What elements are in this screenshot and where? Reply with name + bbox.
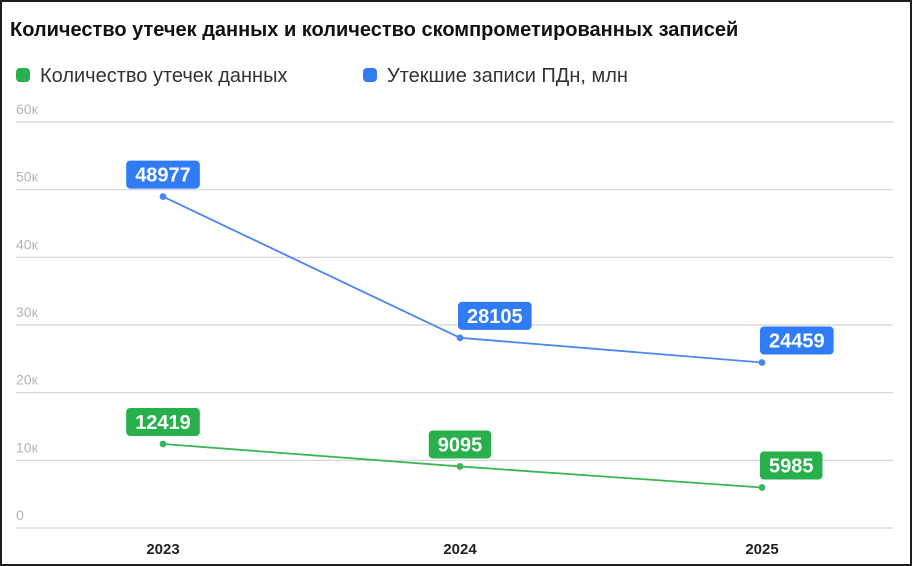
legend-label-records: Утекшие записи ПДн, млн bbox=[387, 65, 628, 87]
data-label-value: 5985 bbox=[769, 456, 814, 478]
data-label-2025: 5985 bbox=[760, 451, 823, 480]
data-point-2024 bbox=[456, 463, 464, 470]
y-tick-label-20к: 20к bbox=[16, 372, 39, 388]
data-label-box bbox=[126, 160, 200, 189]
data-label-box bbox=[126, 407, 200, 436]
series-layer: 12419 9095 5985 48977 28105 24459 bbox=[126, 160, 834, 491]
data-label-box bbox=[760, 326, 834, 355]
grid: 0 10к 20к 30к 40к 50к 60к bbox=[16, 101, 893, 529]
data-label-value: 28105 bbox=[467, 306, 523, 328]
data-label-value: 48977 bbox=[135, 165, 191, 187]
legend: Количество утечек данных Утекшие записи … bbox=[16, 65, 628, 87]
data-label-value: 24459 bbox=[769, 330, 825, 352]
y-tick-label-10к: 10к bbox=[16, 439, 39, 455]
y-tick-label-50к: 50к bbox=[16, 169, 39, 185]
legend-marker-leaks bbox=[16, 68, 30, 82]
data-point-2023 bbox=[159, 440, 167, 448]
data-label-value: 9095 bbox=[438, 434, 483, 456]
data-label-box bbox=[428, 430, 492, 459]
x-tick-label-2025: 2025 bbox=[745, 541, 778, 558]
data-label-2024: 28105 bbox=[458, 301, 532, 330]
y-tick-label-30к: 30к bbox=[16, 304, 39, 320]
y-tick-label-60к: 60к bbox=[16, 101, 39, 117]
y-tick-label-0: 0 bbox=[16, 507, 24, 523]
data-label-box bbox=[760, 451, 823, 480]
y-tick-label-40к: 40к bbox=[16, 236, 39, 252]
data-label-2025: 24459 bbox=[760, 326, 834, 355]
data-label-2023: 48977 bbox=[126, 160, 200, 189]
series-records: 48977 28105 24459 bbox=[126, 160, 834, 366]
chart-title: Количество утечек данных и количество ск… bbox=[10, 19, 738, 41]
data-point-2025 bbox=[758, 359, 766, 366]
data-point-2024 bbox=[456, 334, 464, 342]
data-label-2023: 12419 bbox=[126, 407, 200, 436]
data-point-2025 bbox=[758, 484, 766, 491]
series-leaks: 12419 9095 5985 bbox=[126, 407, 823, 491]
data-label-box bbox=[458, 301, 532, 330]
legend-marker-records bbox=[363, 68, 377, 82]
data-point-2023 bbox=[159, 193, 167, 200]
legend-label-leaks: Количество утечек данных bbox=[40, 65, 287, 87]
x-tick-label-2024: 2024 bbox=[443, 541, 477, 558]
data-label-value: 12419 bbox=[135, 412, 191, 434]
data-label-2024: 9095 bbox=[428, 430, 492, 459]
x-axis: 2023 2024 2025 bbox=[146, 541, 778, 558]
x-tick-label-2023: 2023 bbox=[146, 541, 179, 558]
